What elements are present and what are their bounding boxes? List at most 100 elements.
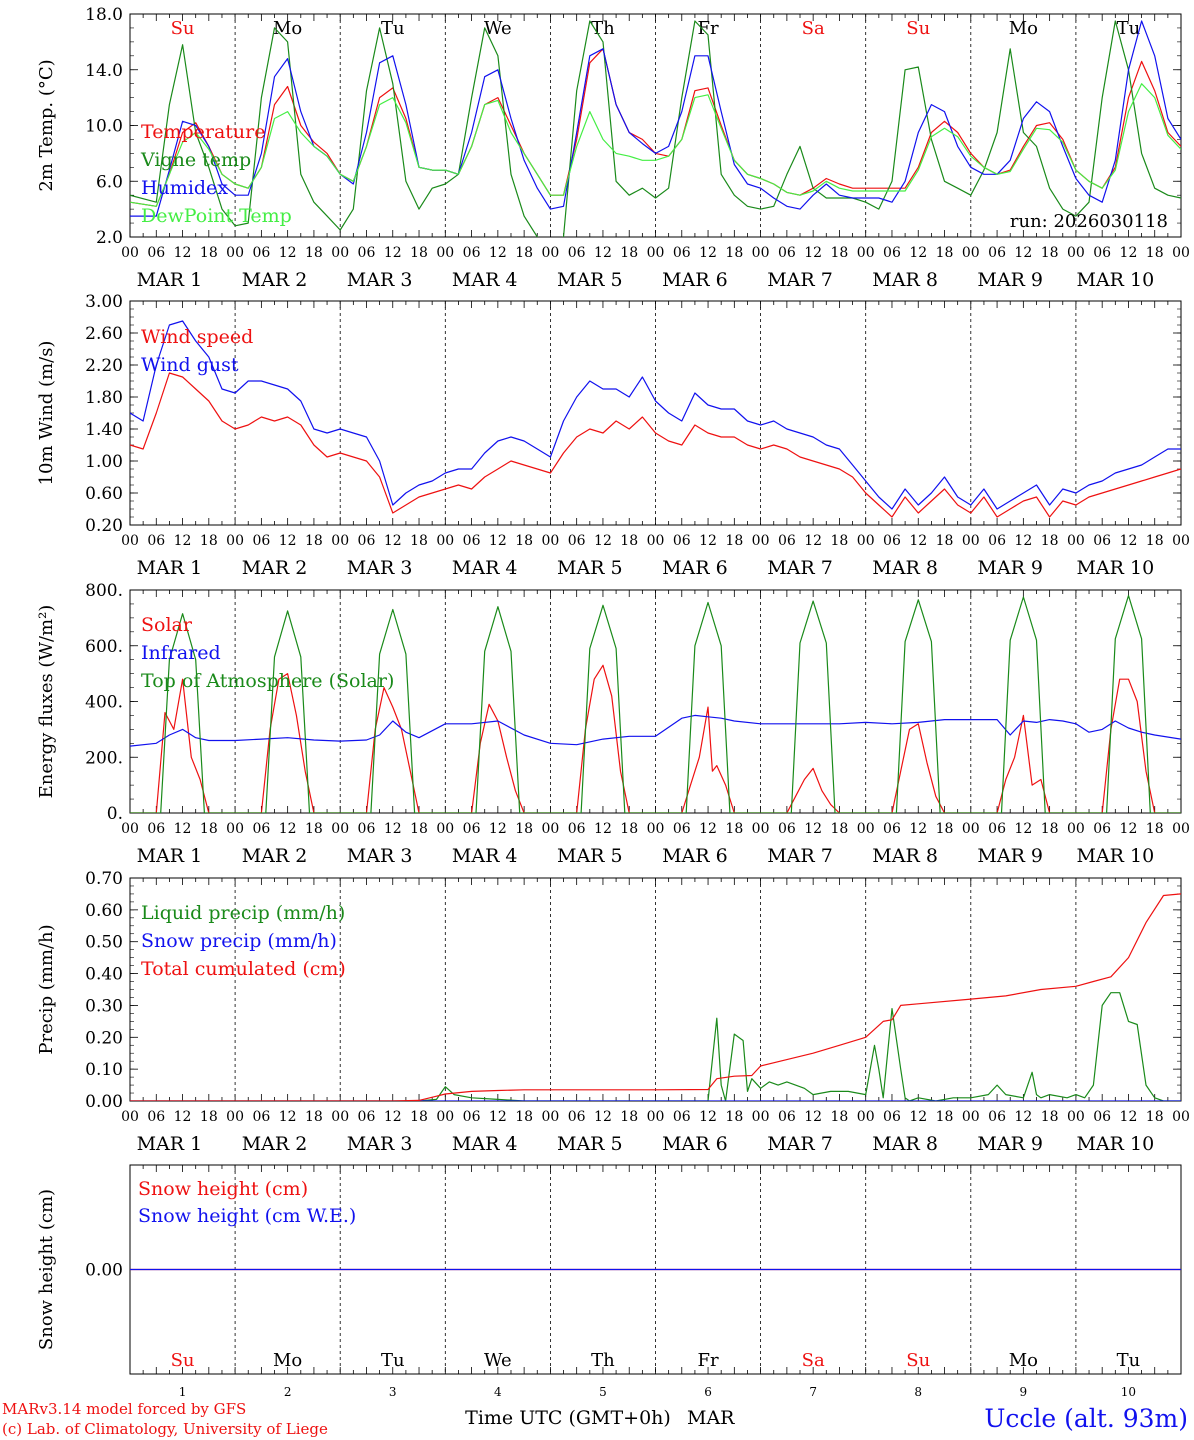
x-date-label: MAR 1 [137, 269, 203, 291]
x-hour-label: 12 [699, 533, 717, 549]
series-group [130, 20, 1181, 237]
legend-entry: Snow height (cm) [138, 1178, 308, 1200]
series-group [130, 320, 1181, 518]
x-hour-label: 00 [436, 1109, 454, 1125]
y-tick-label: 6.0 [96, 172, 123, 192]
x-date-label: MAR 10 [1076, 1133, 1154, 1155]
x-hour-label: 18 [515, 533, 533, 549]
x-hour-label: 12 [384, 245, 402, 261]
x-hour-label: 06 [463, 245, 481, 261]
x-hour-label: 06 [358, 1109, 376, 1125]
x-date-label: MAR 3 [347, 845, 413, 867]
station-label: Uccle (alt. 93m) [984, 1404, 1188, 1433]
x-hour-label: 18 [200, 533, 218, 549]
x-date-label: MAR 2 [242, 269, 308, 291]
panel-4: 0.00 0.10 0.20 0.30 0.40 0.50 0.60 0.70 Precip (… [36, 869, 1190, 1155]
x-date-label: MAR 8 [872, 1133, 938, 1155]
x-date-label: MAR 10 [1076, 269, 1154, 291]
x-hour-label: 12 [174, 821, 192, 837]
day-number-label: 9 [1020, 1385, 1028, 1399]
x-hour-label: 06 [883, 245, 901, 261]
weekday-label: Fr [698, 1350, 719, 1371]
x-hour-label: 00 [541, 533, 559, 549]
x-hour-label: 06 [673, 821, 691, 837]
x-date-label: MAR 6 [662, 845, 728, 867]
legend-entry: DewPoint Temp [141, 205, 292, 227]
y-tick-label: 0.00 [85, 1092, 123, 1112]
x-hour-label: 00 [752, 533, 770, 549]
x-hour-label: 18 [1041, 1109, 1059, 1125]
x-hour-label: 18 [410, 1109, 428, 1125]
x-hour-label: 06 [988, 245, 1006, 261]
y-tick-label: 0.00 [85, 1261, 123, 1281]
x-hour-label: 00 [121, 821, 139, 837]
x-hour-label: 18 [831, 1109, 849, 1125]
x-hour-label: 06 [252, 245, 270, 261]
x-hour-label: 12 [1120, 533, 1138, 549]
x-hour-label: 06 [147, 533, 165, 549]
x-date-label: MAR 4 [452, 269, 518, 291]
x-hour-label: 12 [699, 1109, 717, 1125]
series-line-temperature [130, 48, 1181, 207]
x-hour-label: 18 [200, 821, 218, 837]
x-hour-label: 18 [936, 821, 954, 837]
x-hour-label: 06 [673, 1109, 691, 1125]
x-hour-label: 06 [778, 245, 796, 261]
x-hour-label: 18 [936, 1109, 954, 1125]
x-hour-label: 18 [620, 821, 638, 837]
series-line-top-of-atmosphere-solar [130, 594, 1181, 813]
x-hour-label: 06 [1093, 245, 1111, 261]
legend-entry: Snow height (cm W.E.) [138, 1205, 356, 1227]
x-hour-label: 18 [936, 245, 954, 261]
y-tick-label: 3.00 [85, 292, 123, 312]
x-hour-label: 06 [568, 245, 586, 261]
x-hour-label: 12 [699, 245, 717, 261]
day-number-label: 6 [704, 1385, 712, 1399]
panel-frame [129, 589, 1182, 814]
x-hour-label: 00 [541, 821, 559, 837]
x-hour-label: 06 [568, 533, 586, 549]
x-hour-label: 18 [515, 821, 533, 837]
x-date-label: MAR 1 [137, 845, 203, 867]
x-hour-label: 06 [358, 245, 376, 261]
series-line-wind-speed [130, 372, 1181, 518]
x-hour-label: 18 [620, 245, 638, 261]
x-hour-label: 12 [489, 821, 507, 837]
legend-entry: Solar [141, 614, 193, 636]
x-hour-label: 06 [252, 821, 270, 837]
legend-entry: Humidex [141, 177, 228, 199]
x-hour-label: 00 [962, 245, 980, 261]
footer-credit-1: MARv3.14 model forced by GFS [2, 1400, 246, 1418]
x-hour-label: 00 [857, 533, 875, 549]
x-hour-label: 00 [541, 1109, 559, 1125]
x-date-label: MAR 9 [977, 845, 1043, 867]
x-date-label: MAR 7 [767, 845, 833, 867]
weekday-label: Mo [1009, 18, 1038, 39]
x-date-label: MAR 3 [347, 269, 413, 291]
x-hour-label: 12 [1014, 245, 1032, 261]
x-hour-label: 18 [1146, 1109, 1164, 1125]
weekday-label: Th [591, 1350, 615, 1371]
y-tick-label: 0.40 [85, 965, 123, 985]
day-number-label: 1 [179, 1385, 187, 1399]
x-hour-label: 12 [1120, 821, 1138, 837]
x-hour-label: 12 [804, 821, 822, 837]
x-hour-label: 12 [279, 821, 297, 837]
x-hour-label: 12 [489, 533, 507, 549]
x-hour-label: 06 [673, 533, 691, 549]
x-hour-label: 12 [489, 245, 507, 261]
y-axis-label: 10m Wind (m/s) [36, 341, 57, 486]
x-date-label: MAR 9 [977, 557, 1043, 579]
x-hour-label: 00 [1067, 821, 1085, 837]
x-hour-label: 12 [1014, 533, 1032, 549]
x-hour-label: 18 [515, 1109, 533, 1125]
y-tick-label: 0.10 [85, 1060, 123, 1080]
x-hour-label: 12 [594, 821, 612, 837]
x-hour-label: 06 [1093, 533, 1111, 549]
x-hour-label: 18 [410, 245, 428, 261]
x-date-label: MAR 10 [1076, 845, 1154, 867]
x-hour-label: 06 [1093, 821, 1111, 837]
x-date-label: MAR 4 [452, 557, 518, 579]
y-tick-label: 0.50 [85, 933, 123, 953]
